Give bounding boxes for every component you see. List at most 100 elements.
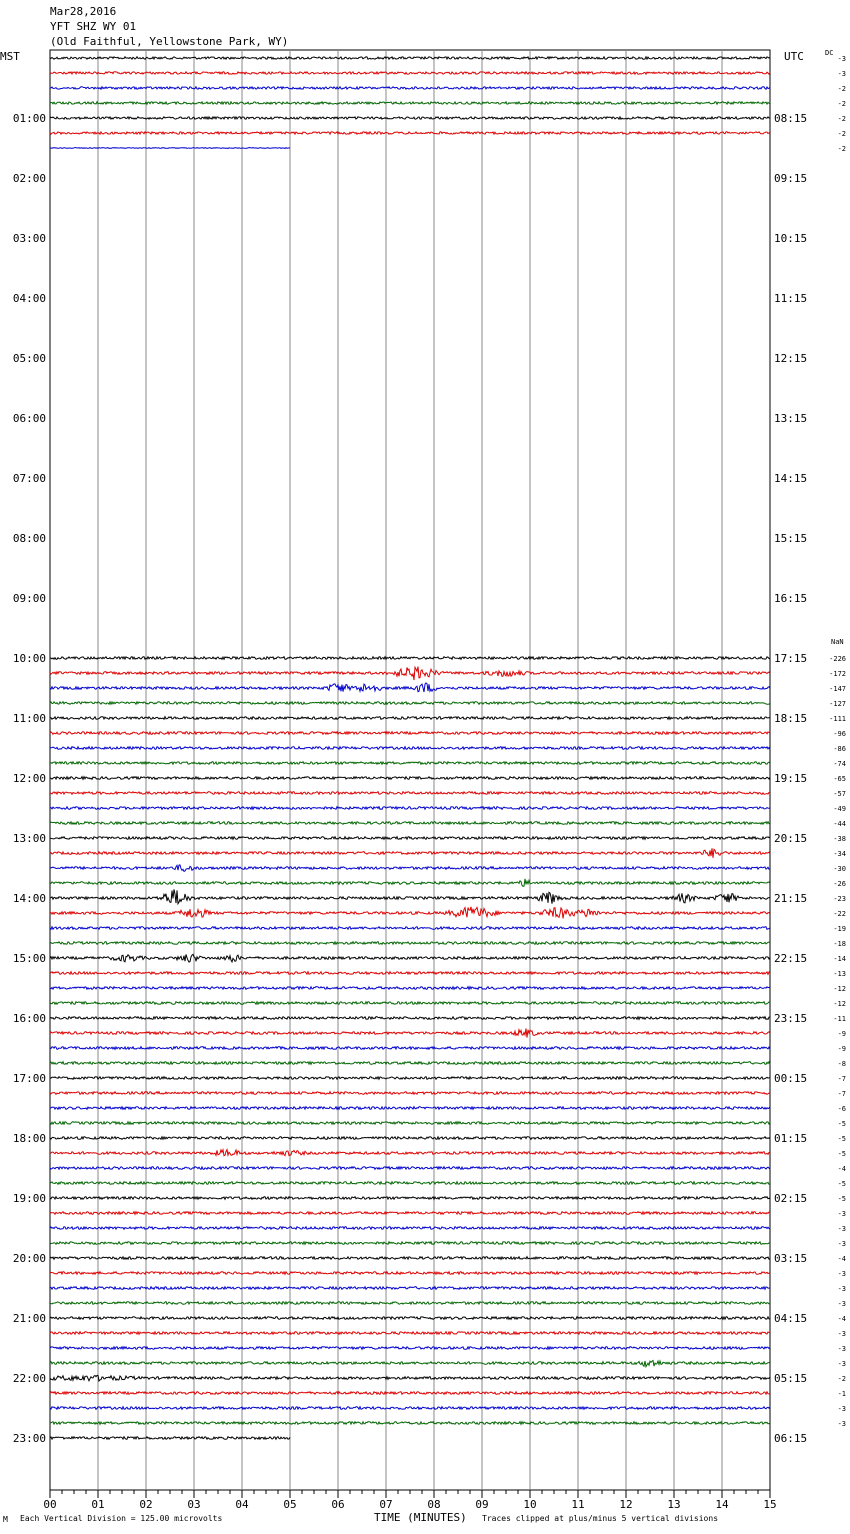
trace-row-46 [49,745,771,751]
right-timezone-label: UTC [784,50,804,63]
x-tick-label: 11 [571,1498,584,1511]
left-hour-label: 11:00 [13,712,46,725]
x-tick-label: 07 [379,1498,392,1511]
plot-frame [49,49,771,1491]
trace-row-63 [49,1000,771,1006]
trace-row-50 [49,805,771,811]
right-hour-label: 12:15 [774,352,807,365]
row-offset-value: -127 [829,700,846,708]
left-hour-label: 13:00 [13,832,46,845]
x-tick-label: 04 [235,1498,249,1511]
trace-row-55 [49,878,771,887]
row-offset-value: -8 [838,1060,846,1068]
trace-row-75 [49,1180,771,1186]
left-hour-label: 16:00 [13,1012,46,1025]
trace-row-73 [49,1147,771,1158]
trace-row-44 [49,715,770,721]
x-tick-label: 12 [619,1498,632,1511]
right-hour-label: 09:15 [774,172,807,185]
left-hour-label: 09:00 [13,592,46,605]
left-hour-label: 02:00 [13,172,46,185]
x-tick-label: 03 [187,1498,200,1511]
row-offset-value: -2 [838,115,846,123]
trace-row-78 [49,1225,771,1231]
trace-row-88 [49,1374,771,1383]
left-hour-label: 19:00 [13,1192,46,1205]
trace-row-57 [49,906,771,919]
location-label: (Old Faithful, Yellowstone Park, WY) [50,35,289,48]
row-offset-value: -3 [838,1330,846,1338]
trace-row-52 [49,835,771,841]
trace-row-59 [49,940,771,946]
row-offset-value: -30 [833,865,846,873]
row-offset-value: -1 [838,1390,846,1398]
trace-row-1 [50,70,771,76]
x-tick-label: 14 [715,1498,729,1511]
left-hour-label: 14:00 [13,892,46,905]
right-hour-label: 16:15 [774,592,807,605]
right-hour-label: 08:15 [774,112,807,125]
trace-row-61 [49,970,771,976]
row-offset-value: -34 [833,850,846,858]
row-offset-value: -4 [838,1315,846,1323]
row-offset-value: -74 [833,760,846,768]
trace-row-70 [49,1105,771,1111]
row-offset-value: -22 [833,910,846,918]
row-offset-value: -4 [838,1255,846,1263]
trace-row-81 [49,1270,771,1276]
trace-row-41 [49,665,771,681]
trace-row-60 [49,953,771,964]
row-offset-value: -226 [829,655,846,663]
row-offset-value: -12 [833,985,846,993]
trace-row-5 [49,130,771,136]
x-tick-label: 15 [763,1498,776,1511]
right-hour-label: 05:15 [774,1372,807,1385]
row-offset-value: -96 [833,730,846,738]
row-offset-value: -3 [838,1210,846,1218]
row-offset-value: -2 [838,1375,846,1383]
right-hour-label: 02:15 [774,1192,807,1205]
right-hour-label: 22:15 [774,952,807,965]
row-offset-value: -3 [838,55,846,63]
trace-row-48 [49,775,771,781]
row-offset-value: -6 [838,1105,846,1113]
x-tick-label: 10 [523,1498,536,1511]
trace-row-54 [49,864,771,873]
left-hour-label: 06:00 [13,412,46,425]
row-offset-value: -2 [838,85,846,93]
trace-row-45 [49,730,771,736]
trace-row-87 [49,1359,771,1369]
right-hour-label: 13:15 [774,412,807,425]
trace-row-86 [49,1345,771,1351]
trace-row-71 [49,1120,771,1126]
row-offset-value: -7 [838,1090,846,1098]
right-hour-label: 03:15 [774,1252,807,1265]
x-tick-label: 05 [283,1498,296,1511]
trace-row-90 [49,1405,771,1411]
left-timezone-label: MST [0,50,20,63]
trace-row-58 [49,925,771,931]
x-tick-label: 06 [331,1498,344,1511]
row-offset-value: -13 [833,970,846,978]
trace-row-91 [49,1420,771,1426]
row-offset-value: -9 [838,1045,846,1053]
trace-row-80 [49,1255,771,1261]
row-offset-value: -44 [833,820,846,828]
trace-row-92 [49,1435,291,1441]
row-offset-value: -3 [838,1240,846,1248]
right-hour-label: 15:15 [774,532,807,545]
left-hour-label: 08:00 [13,532,46,545]
trace-row-47 [49,760,771,766]
trace-row-43 [49,700,771,706]
left-hour-label: 17:00 [13,1072,46,1085]
right-hour-label: 21:15 [774,892,807,905]
row-offset-value: -3 [838,1420,846,1428]
trace-row-40 [49,655,771,661]
trace-row-51 [49,820,771,826]
trace-row-79 [49,1240,770,1246]
row-offset-value: -86 [833,745,846,753]
trace-row-56 [49,889,771,906]
row-offset-value: -11 [833,1015,846,1023]
trace-row-89 [49,1390,771,1396]
